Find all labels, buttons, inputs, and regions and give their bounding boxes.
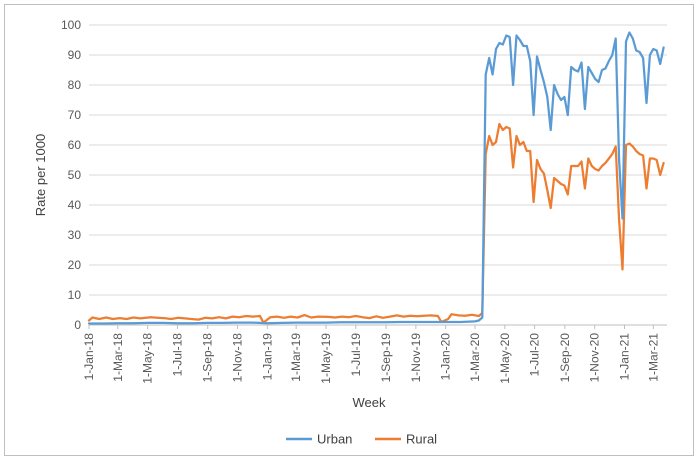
x-tick-label: 1-Jul-18 — [170, 333, 184, 377]
x-tick-label: 1-Jul-20 — [528, 333, 542, 377]
y-tick-label: 70 — [68, 108, 82, 122]
x-axis-ticks: 1-Jan-18 1-Mar-18 1-May-18 1-Jul-18 1-Sep-18… — [82, 325, 660, 384]
legend-label-urban: Urban — [317, 432, 352, 447]
x-tick-label: 1-Nov-20 — [588, 333, 602, 383]
x-tick-label: 1-Mar-18 — [111, 333, 125, 382]
y-tick-label: 90 — [68, 48, 82, 62]
series — [87, 31, 665, 325]
y-tick-label: 100 — [61, 18, 81, 32]
y-tick-label: 50 — [68, 168, 82, 182]
x-tick-label: 1-Sep-19 — [379, 333, 393, 383]
x-tick-label: 1-Mar-21 — [646, 333, 660, 382]
x-tick-label: 1-Sep-18 — [201, 333, 215, 383]
y-tick-label: 0 — [74, 318, 81, 332]
y-axis-ticks: 0 10 20 30 40 50 60 70 80 90 100 — [61, 18, 81, 332]
x-tick-label: 1-Jan-18 — [82, 333, 96, 381]
x-tick-label: 1-Mar-20 — [468, 333, 482, 382]
y-tick-label: 30 — [68, 228, 82, 242]
y-tick-label: 10 — [68, 288, 82, 302]
x-tick-label: 1-Jan-19 — [260, 333, 274, 381]
x-tick-label: 1-May-20 — [498, 333, 512, 384]
series-line-rural — [87, 122, 665, 324]
legend-label-rural: Rural — [406, 432, 437, 447]
y-axis-title: Rate per 1000 — [33, 134, 48, 216]
y-tick-label: 80 — [68, 78, 82, 92]
legend: Urban Rural — [286, 432, 437, 447]
y-tick-label: 40 — [68, 198, 82, 212]
x-axis-title: Week — [353, 395, 386, 410]
x-tick-label: 1-Jan-20 — [439, 333, 453, 381]
x-tick-label: 1-May-19 — [319, 333, 333, 384]
x-tick-label: 1-Nov-19 — [409, 333, 423, 383]
y-tick-label: 20 — [68, 258, 82, 272]
x-tick-label: 1-Sep-20 — [558, 333, 572, 383]
x-tick-label: 1-May-18 — [141, 333, 155, 384]
series-line-urban — [87, 31, 665, 325]
x-tick-label: 1-Mar-19 — [289, 333, 303, 382]
x-tick-label: 1-Nov-18 — [231, 333, 245, 383]
x-tick-label: 1-Jul-19 — [349, 333, 363, 377]
gridlines — [89, 24, 667, 296]
chart-frame: 0 10 20 30 40 50 60 70 80 90 100 1-Jan-18 1-Mar-18 1… — [4, 4, 694, 456]
y-tick-label: 60 — [68, 138, 82, 152]
x-tick-label: 1-Jan-21 — [617, 333, 631, 381]
